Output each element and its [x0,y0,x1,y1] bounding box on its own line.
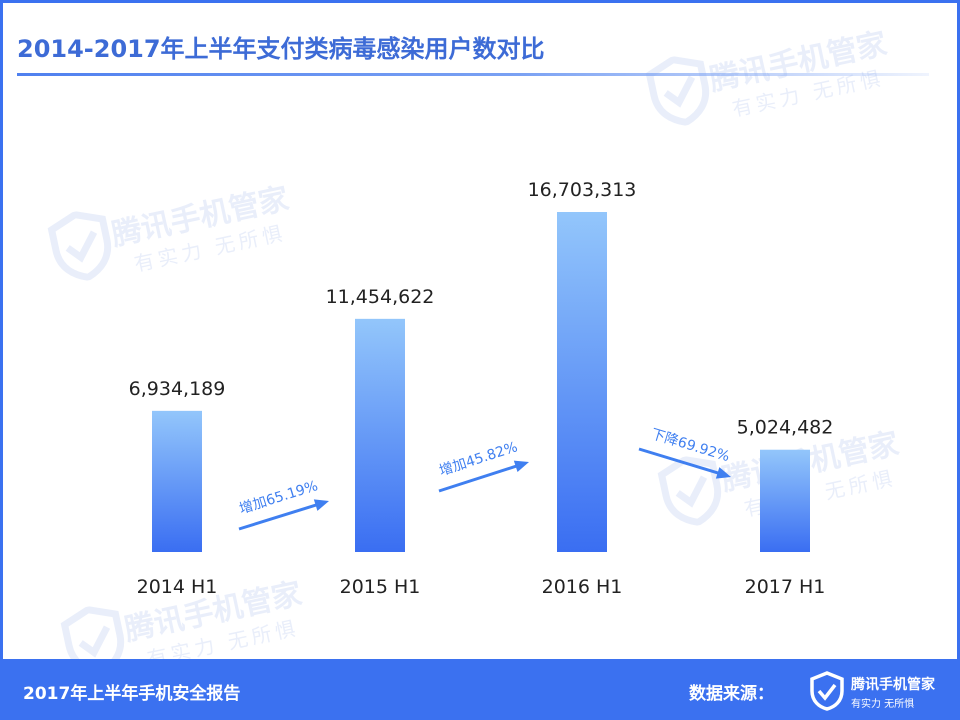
logo-slogan: 有实力 无所惧 [851,699,915,710]
change-arrow [238,502,319,531]
title-underline [17,73,929,76]
category-label: 2014 H1 [137,576,218,598]
bar-2 [355,318,405,552]
category-label: 2017 H1 [745,576,826,598]
chart-title: 2014-2017年上半年支付类病毒感染用户数对比 [17,35,545,63]
arrow-head [715,467,731,479]
category-label: 2016 H1 [542,576,623,598]
value-label: 16,703,313 [528,179,637,201]
change-arrow [438,464,519,493]
bar-4 [760,449,810,552]
arrow-head [313,499,329,511]
shield-check-icon [810,671,844,711]
logo-brand-name: 腾讯手机管家 [851,677,935,693]
report-name: 2017年上半年手机安全报告 [23,684,241,704]
change-label: 增加45.82% [437,439,519,479]
data-source-label: 数据来源： [689,684,774,704]
bar-1 [152,410,202,552]
brand-logo: 腾讯手机管家 有实力 无所惧 [809,670,949,714]
value-label: 5,024,482 [737,417,834,439]
value-label: 11,454,622 [326,286,435,308]
footer-bar: 2017年上半年手机安全报告 数据来源： 腾讯手机管家 有实力 无所惧 [3,659,957,717]
value-label: 6,934,189 [129,378,226,400]
bar-chart: 6,934,189 2014 H1 11,454,622 2015 H1 16,703,… [129,179,834,598]
bar-3 [557,212,607,552]
change-arrow [638,447,721,476]
arrow-head [513,460,529,473]
change-label: 增加65.19% [237,478,319,517]
change-label: 下降69.92% [649,426,732,465]
category-label: 2015 H1 [340,576,421,598]
